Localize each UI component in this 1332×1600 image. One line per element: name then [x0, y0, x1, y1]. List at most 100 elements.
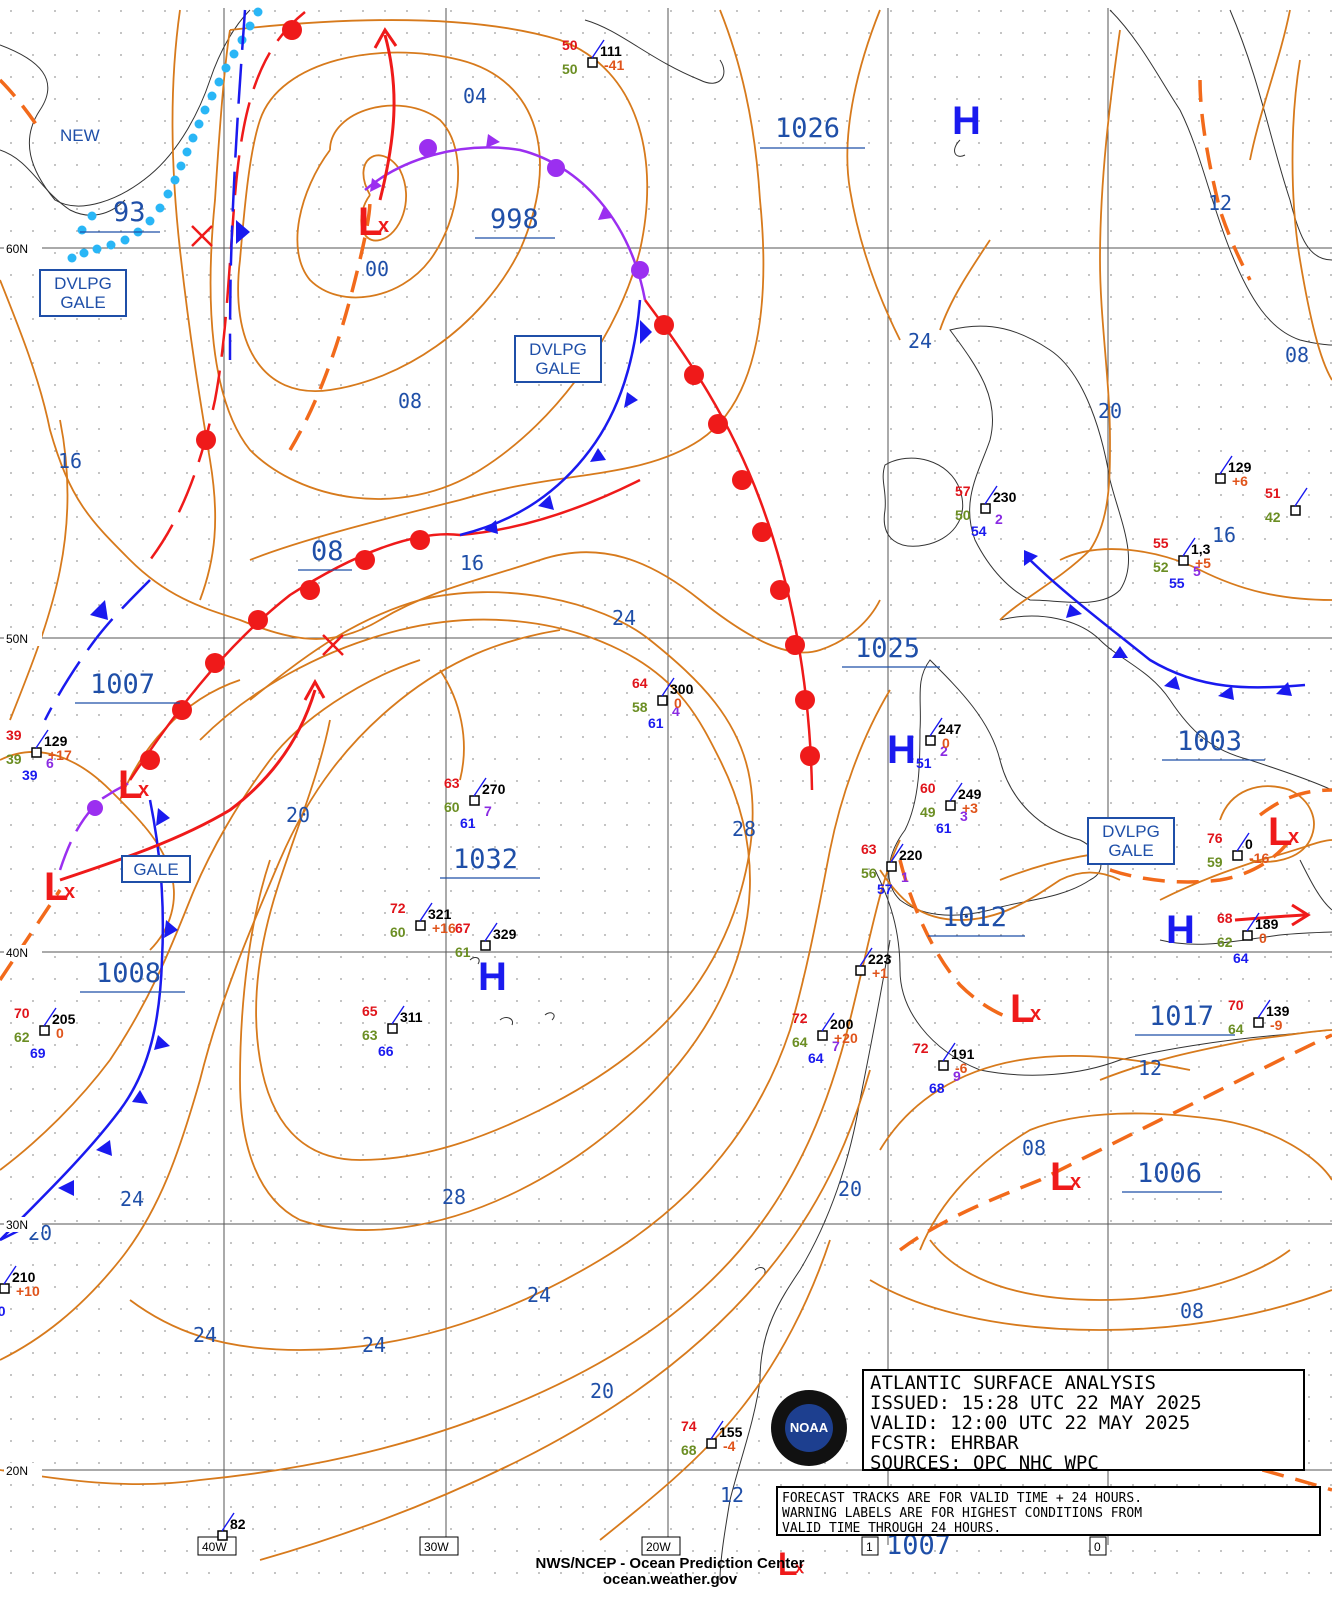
station-sea-temp: 50: [955, 507, 971, 523]
station-temperature: 74: [681, 1418, 697, 1434]
svg-text:20: 20: [286, 803, 310, 827]
svg-text:08: 08: [1285, 343, 1309, 367]
station-temperature: 60: [920, 780, 936, 796]
station-pressure: 205: [52, 1011, 76, 1027]
station-tendency: +10: [16, 1283, 40, 1299]
station-temperature: 70: [14, 1005, 30, 1021]
station-marker: [1215, 473, 1226, 484]
station-temperature: 63: [444, 775, 460, 791]
svg-text:0: 0: [1094, 1540, 1101, 1554]
cold-front-central: [459, 299, 652, 537]
low-symbol: L: [778, 1546, 798, 1582]
svg-text:40W: 40W: [202, 1540, 227, 1554]
longitude-labels: 40W 30W 20W 1 0: [197, 1536, 1107, 1556]
svg-text:28: 28: [732, 817, 756, 841]
station-wave: 5: [1193, 563, 1201, 579]
station-temperature: 50: [562, 37, 578, 53]
station-wave: 2: [940, 743, 948, 759]
station-dewpoint: 61: [936, 820, 952, 836]
svg-text:30W: 30W: [424, 1540, 449, 1554]
svg-text:16: 16: [460, 551, 484, 575]
low-symbol: L: [1268, 810, 1292, 854]
note-line: FORECAST TRACKS ARE FOR VALID TIME + 24 …: [782, 1491, 1143, 1506]
station-pressure: 189: [1255, 916, 1279, 932]
wind-barb: [473, 777, 487, 797]
station-pressure: 220: [899, 847, 923, 863]
wind-barb: [221, 1512, 235, 1532]
svg-text:16: 16: [1212, 523, 1236, 547]
station-marker: [980, 503, 991, 514]
station-tendency: +17: [48, 747, 72, 763]
credit-line: ocean.weather.gov: [602, 1571, 738, 1588]
station-pressure: 329: [493, 926, 517, 942]
warm-front-greenland: [148, 11, 306, 561]
station-pressure: 223: [868, 951, 892, 967]
svg-text:GALE: GALE: [535, 359, 580, 378]
high-symbol: H: [1166, 908, 1195, 952]
station-tendency: -6: [955, 1060, 968, 1076]
svg-text:60N: 60N: [6, 242, 28, 256]
pressure-value: 08: [311, 536, 344, 567]
station-marker: [39, 1025, 50, 1036]
svg-text:20: 20: [1098, 399, 1122, 423]
warning-labels: DVLPG GALE DVLPG GALE GALE DVLPG GALE NE…: [39, 126, 1175, 883]
svg-text:1: 1: [866, 1540, 873, 1554]
wind-barb: [35, 729, 49, 749]
svg-text:DVLPG: DVLPG: [1102, 822, 1160, 841]
warning-label: GALE: [133, 860, 178, 879]
svg-text:20N: 20N: [6, 1464, 28, 1478]
station-pressure: 82: [230, 1516, 246, 1532]
station-marker: [415, 920, 426, 931]
station-pressure: 129: [44, 733, 68, 749]
station-temperature: 63: [861, 841, 877, 857]
cold-front-europe: [1024, 550, 1306, 700]
svg-text:x: x: [1030, 1003, 1041, 1025]
station-marker: [886, 861, 897, 872]
pressure-symbols: L x L x L x L x L x L x L x H H H H: [44, 99, 1299, 1582]
station-tendency: +16: [432, 920, 456, 936]
station-sea-temp: 52: [1153, 559, 1169, 575]
warm-front-west: [128, 478, 641, 781]
cold-front-greenland: [228, 9, 250, 361]
station-sea-temp: 64: [792, 1034, 808, 1050]
svg-text:08: 08: [1180, 1299, 1204, 1323]
station-temperature: 65: [362, 1003, 378, 1019]
svg-text:24: 24: [612, 606, 636, 630]
occluded-front-west: [58, 778, 136, 871]
svg-text:24: 24: [527, 1283, 551, 1307]
station-tendency: -16: [1249, 850, 1269, 866]
wind-barb: [484, 922, 498, 942]
station-temperature: 55: [1153, 535, 1169, 551]
station-pressure: 129: [1228, 459, 1252, 475]
station-wave: 6: [46, 755, 54, 771]
station-marker: [469, 795, 480, 806]
noaa-logo: NOAA: [771, 1390, 847, 1466]
svg-text:30N: 30N: [6, 1218, 28, 1232]
station-sea-temp: 61: [455, 944, 471, 960]
pressure-value: 1007: [90, 669, 155, 700]
high-symbol: H: [952, 99, 981, 143]
wind-barb: [821, 1012, 835, 1032]
credit-line: NWS/NCEP - Ocean Prediction Center: [535, 1555, 805, 1572]
station-marker: [925, 735, 936, 746]
station-dewpoint: 39: [22, 767, 38, 783]
svg-text:12: 12: [1138, 1056, 1162, 1080]
noaa-logo-text: NOAA: [785, 1404, 833, 1452]
station-pressure: 300: [670, 681, 694, 697]
high-symbol: H: [478, 955, 507, 999]
note-line: VALID TIME THROUGH 24 HOURS.: [782, 1521, 1002, 1536]
pressure-value: 1017: [1149, 1001, 1214, 1032]
station-dewpoint: 55: [1169, 575, 1185, 591]
station-marker: [0, 1283, 10, 1294]
station-sea-temp: 49: [920, 804, 936, 820]
wind-barb: [1294, 487, 1308, 507]
station-sea-temp: 62: [14, 1029, 30, 1045]
station-pressure: 249: [958, 786, 982, 802]
station-pressure: 155: [719, 1424, 743, 1440]
svg-text:GALE: GALE: [60, 293, 105, 312]
station-dewpoint: 64: [1233, 950, 1249, 966]
station-pressure: 111: [600, 43, 622, 59]
station-pressure: 1,3: [1191, 541, 1211, 557]
